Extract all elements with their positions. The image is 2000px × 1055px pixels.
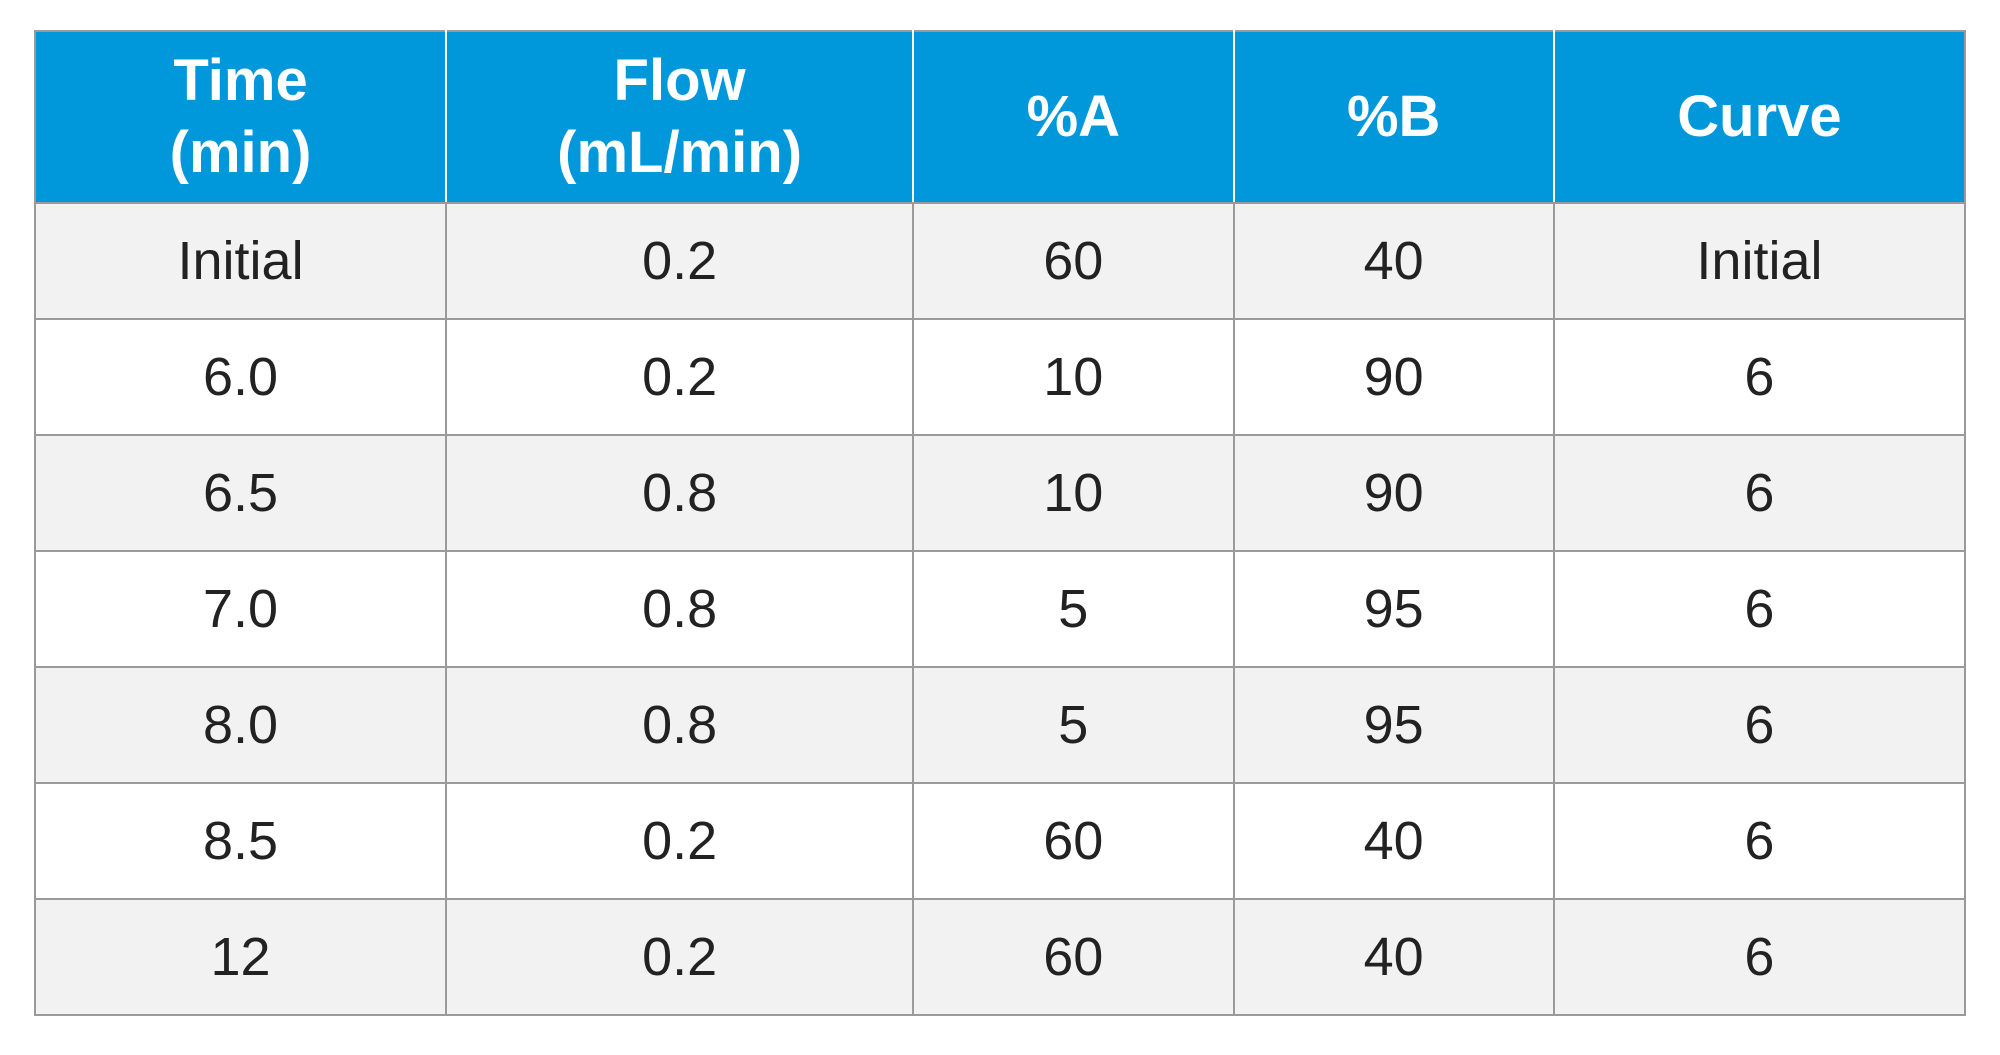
cell-b: 95 xyxy=(1234,551,1554,667)
table-row: 6.5 0.8 10 90 6 xyxy=(35,435,1965,551)
cell-a: 60 xyxy=(913,783,1233,899)
table-row: 8.0 0.8 5 95 6 xyxy=(35,667,1965,783)
cell-time: 8.5 xyxy=(35,783,446,899)
cell-time: 6.0 xyxy=(35,319,446,435)
table-row: 12 0.2 60 40 6 xyxy=(35,899,1965,1015)
cell-time: 6.5 xyxy=(35,435,446,551)
cell-b: 40 xyxy=(1234,899,1554,1015)
cell-a: 5 xyxy=(913,667,1233,783)
gradient-table: Time (min) Flow (mL/min) %A %B Curve xyxy=(34,30,1966,1016)
cell-curve: 6 xyxy=(1554,435,1965,551)
cell-a: 5 xyxy=(913,551,1233,667)
cell-flow: 0.2 xyxy=(446,203,913,319)
cell-time: 8.0 xyxy=(35,667,446,783)
table-row: 6.0 0.2 10 90 6 xyxy=(35,319,1965,435)
cell-curve: 6 xyxy=(1554,783,1965,899)
cell-flow: 0.2 xyxy=(446,899,913,1015)
cell-b: 90 xyxy=(1234,319,1554,435)
cell-time: 7.0 xyxy=(35,551,446,667)
cell-a: 10 xyxy=(913,435,1233,551)
cell-a: 10 xyxy=(913,319,1233,435)
cell-flow: 0.2 xyxy=(446,783,913,899)
col-header-percent-b: %B xyxy=(1234,31,1554,203)
table-header-row: Time (min) Flow (mL/min) %A %B Curve xyxy=(35,31,1965,203)
col-header-label: %B xyxy=(1347,84,1440,149)
cell-flow: 0.8 xyxy=(446,551,913,667)
cell-curve: 6 xyxy=(1554,551,1965,667)
cell-curve: 6 xyxy=(1554,667,1965,783)
cell-b: 95 xyxy=(1234,667,1554,783)
col-header-percent-a: %A xyxy=(913,31,1233,203)
col-header-time: Time (min) xyxy=(35,31,446,203)
cell-b: 40 xyxy=(1234,783,1554,899)
col-header-label: %A xyxy=(1027,84,1120,149)
col-header-curve: Curve xyxy=(1554,31,1965,203)
col-header-label: Curve xyxy=(1677,84,1841,149)
cell-b: 90 xyxy=(1234,435,1554,551)
cell-a: 60 xyxy=(913,899,1233,1015)
col-header-flow: Flow (mL/min) xyxy=(446,31,913,203)
cell-curve: 6 xyxy=(1554,319,1965,435)
col-header-sublabel: (mL/min) xyxy=(557,120,802,185)
cell-flow: 0.2 xyxy=(446,319,913,435)
col-header-label: Flow xyxy=(614,48,746,113)
col-header-sublabel: (min) xyxy=(170,120,312,185)
table-body: Initial 0.2 60 40 Initial 6.0 0.2 10 90 … xyxy=(35,203,1965,1015)
cell-time: Initial xyxy=(35,203,446,319)
cell-curve: 6 xyxy=(1554,899,1965,1015)
cell-curve: Initial xyxy=(1554,203,1965,319)
cell-a: 60 xyxy=(913,203,1233,319)
cell-flow: 0.8 xyxy=(446,435,913,551)
table-row: 7.0 0.8 5 95 6 xyxy=(35,551,1965,667)
col-header-label: Time xyxy=(173,48,307,113)
table-row: Initial 0.2 60 40 Initial xyxy=(35,203,1965,319)
cell-flow: 0.8 xyxy=(446,667,913,783)
table-row: 8.5 0.2 60 40 6 xyxy=(35,783,1965,899)
cell-b: 40 xyxy=(1234,203,1554,319)
cell-time: 12 xyxy=(35,899,446,1015)
